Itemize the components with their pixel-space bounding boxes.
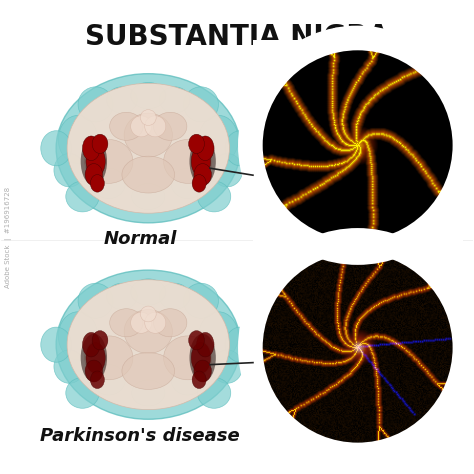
Ellipse shape bbox=[132, 380, 165, 406]
Ellipse shape bbox=[164, 336, 212, 380]
Ellipse shape bbox=[194, 360, 211, 382]
Ellipse shape bbox=[107, 87, 137, 113]
Ellipse shape bbox=[225, 131, 256, 166]
Ellipse shape bbox=[122, 156, 174, 193]
Ellipse shape bbox=[85, 336, 133, 380]
Text: SUBSTANTIA NIGRA: SUBSTANTIA NIGRA bbox=[85, 23, 389, 51]
Ellipse shape bbox=[58, 312, 98, 360]
Ellipse shape bbox=[154, 309, 187, 337]
Ellipse shape bbox=[197, 378, 231, 408]
Ellipse shape bbox=[190, 334, 216, 382]
Ellipse shape bbox=[191, 146, 210, 177]
Ellipse shape bbox=[78, 87, 113, 122]
Ellipse shape bbox=[66, 378, 99, 408]
Ellipse shape bbox=[92, 134, 108, 154]
Ellipse shape bbox=[54, 154, 85, 187]
Circle shape bbox=[145, 116, 166, 137]
Ellipse shape bbox=[58, 115, 98, 164]
Text: Adobe Stock  |  #196916728: Adobe Stock | #196916728 bbox=[5, 186, 12, 288]
Circle shape bbox=[131, 312, 152, 333]
Ellipse shape bbox=[171, 365, 204, 395]
Ellipse shape bbox=[85, 164, 103, 185]
Ellipse shape bbox=[225, 327, 256, 362]
Ellipse shape bbox=[82, 136, 100, 161]
Circle shape bbox=[140, 109, 156, 126]
Ellipse shape bbox=[199, 115, 238, 164]
Ellipse shape bbox=[56, 270, 240, 419]
Ellipse shape bbox=[132, 183, 165, 210]
Ellipse shape bbox=[92, 365, 126, 395]
Ellipse shape bbox=[41, 131, 72, 166]
Ellipse shape bbox=[85, 360, 103, 382]
Ellipse shape bbox=[54, 350, 85, 383]
Ellipse shape bbox=[194, 164, 211, 185]
Ellipse shape bbox=[91, 371, 104, 389]
Ellipse shape bbox=[124, 113, 173, 157]
Ellipse shape bbox=[189, 134, 204, 154]
Ellipse shape bbox=[41, 327, 72, 362]
Ellipse shape bbox=[197, 181, 231, 212]
Text: Normal: Normal bbox=[104, 230, 177, 248]
Ellipse shape bbox=[67, 83, 229, 213]
Ellipse shape bbox=[82, 332, 100, 357]
Ellipse shape bbox=[109, 112, 143, 140]
Ellipse shape bbox=[67, 280, 229, 410]
Ellipse shape bbox=[154, 112, 187, 140]
Ellipse shape bbox=[212, 154, 243, 187]
Text: Parkinson's disease: Parkinson's disease bbox=[40, 428, 240, 446]
Ellipse shape bbox=[183, 283, 219, 319]
Ellipse shape bbox=[56, 73, 240, 223]
Ellipse shape bbox=[92, 168, 126, 199]
Ellipse shape bbox=[192, 371, 206, 389]
Ellipse shape bbox=[92, 331, 108, 350]
Ellipse shape bbox=[86, 343, 105, 373]
Ellipse shape bbox=[124, 310, 173, 354]
Ellipse shape bbox=[109, 309, 143, 337]
Ellipse shape bbox=[78, 283, 113, 319]
Ellipse shape bbox=[81, 334, 107, 382]
Ellipse shape bbox=[91, 174, 104, 192]
Ellipse shape bbox=[183, 87, 219, 122]
Ellipse shape bbox=[212, 350, 243, 383]
Ellipse shape bbox=[122, 353, 174, 390]
Ellipse shape bbox=[199, 312, 238, 360]
Circle shape bbox=[145, 312, 166, 333]
Ellipse shape bbox=[85, 139, 133, 183]
Circle shape bbox=[140, 306, 156, 322]
Circle shape bbox=[131, 116, 152, 137]
Ellipse shape bbox=[190, 137, 216, 185]
Ellipse shape bbox=[197, 332, 214, 357]
Ellipse shape bbox=[66, 181, 99, 212]
Ellipse shape bbox=[197, 136, 214, 161]
Ellipse shape bbox=[191, 343, 210, 373]
Ellipse shape bbox=[192, 174, 206, 192]
Ellipse shape bbox=[131, 82, 166, 109]
Ellipse shape bbox=[131, 279, 166, 305]
Ellipse shape bbox=[171, 168, 204, 199]
Ellipse shape bbox=[159, 283, 190, 310]
Ellipse shape bbox=[107, 283, 137, 310]
Ellipse shape bbox=[159, 87, 190, 113]
Ellipse shape bbox=[81, 137, 107, 185]
Ellipse shape bbox=[164, 139, 212, 183]
Ellipse shape bbox=[86, 146, 105, 177]
Ellipse shape bbox=[189, 331, 204, 350]
